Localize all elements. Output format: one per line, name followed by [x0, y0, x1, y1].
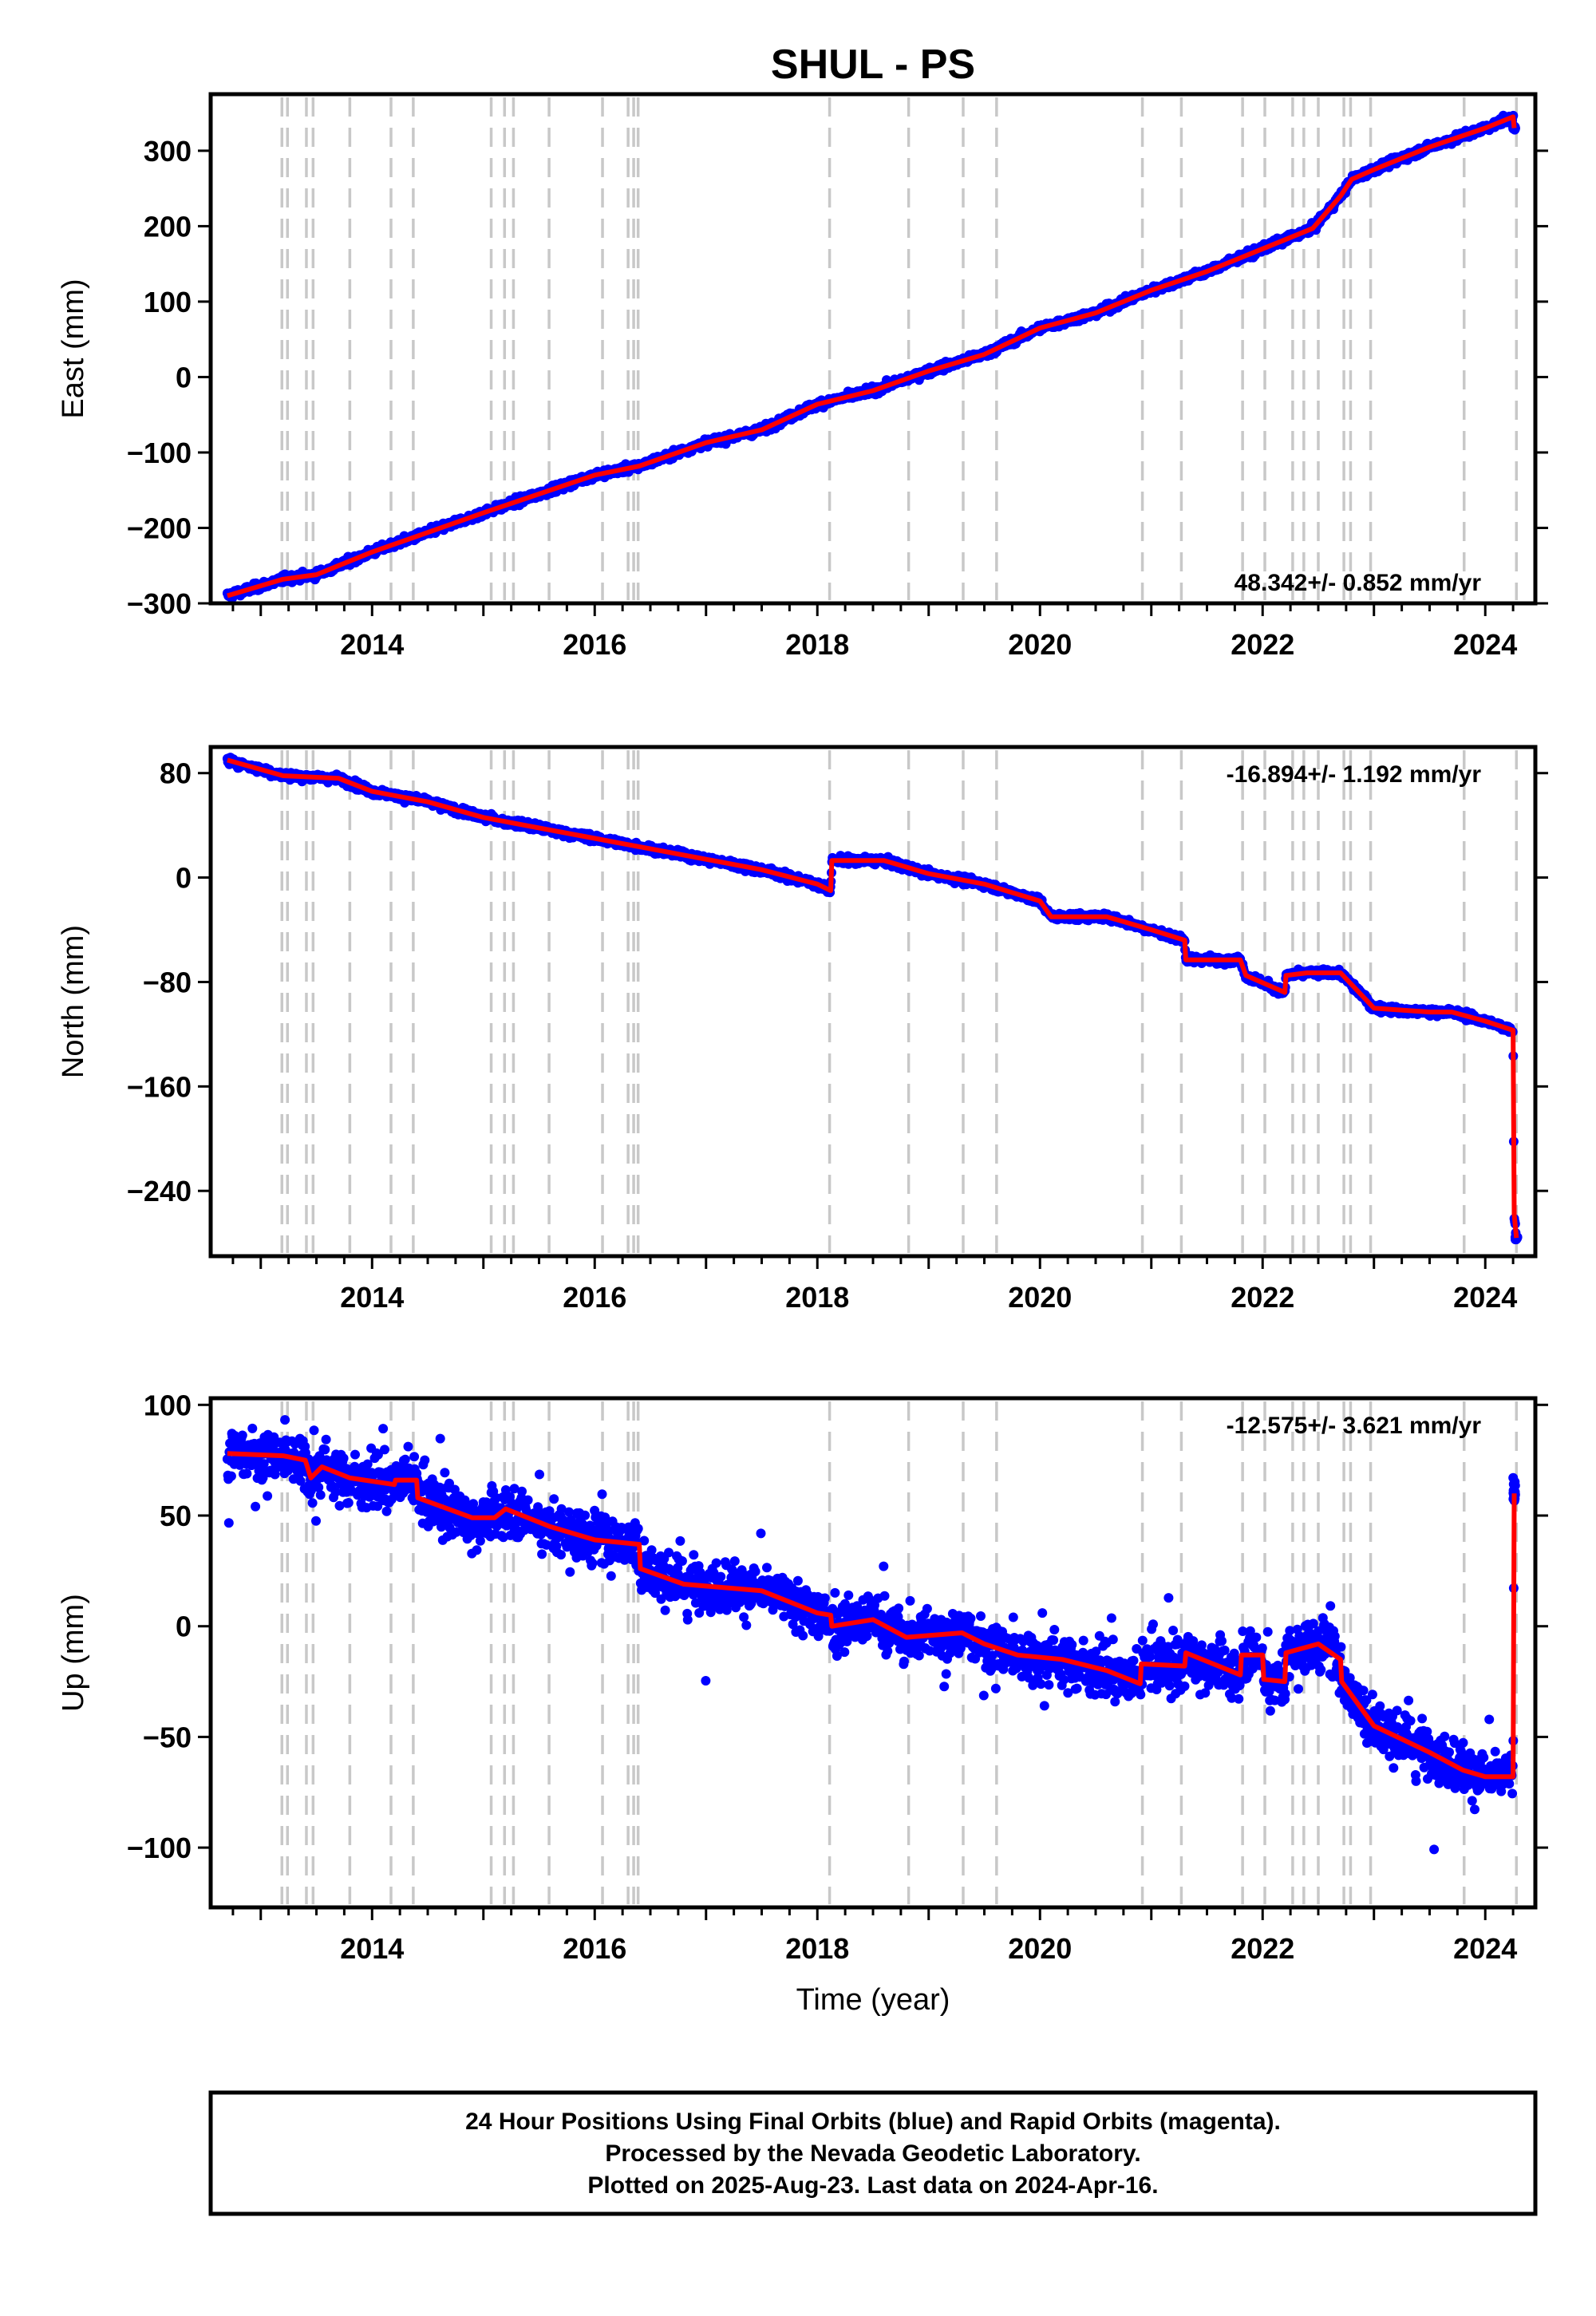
- y-axis: 300 200 100 0 −100 −200 −300: [127, 135, 1548, 620]
- y-tick-label: −100: [127, 437, 192, 469]
- y-tick-label: 300: [144, 135, 192, 168]
- data-points: [222, 753, 1523, 1245]
- y-tick-label: −200: [127, 512, 192, 544]
- y-tick-label: 100: [144, 286, 192, 318]
- y-tick-label: −300: [127, 587, 192, 620]
- chart-title: SHUL - PS: [771, 41, 975, 88]
- north-panel: 2014 2016 2018 2020 2022 2024800−80−160−240No…: [57, 745, 1548, 1314]
- y-tick-label: 200: [144, 210, 192, 243]
- x-tick-label: 2016: [563, 628, 626, 661]
- data-points: [222, 110, 1520, 603]
- x-tick-label: 2018: [785, 628, 849, 661]
- velocity-label: 48.342+/- 0.852 mm/yr: [1235, 570, 1482, 596]
- plot-frame: [208, 92, 1538, 606]
- x-tick-label: 2014: [340, 628, 404, 661]
- y-axis-label: East (mm): [57, 279, 90, 418]
- y-tick-label: 0: [176, 361, 192, 393]
- x-axis: 2014 2016 2018 2020 2022 2024: [231, 605, 1517, 661]
- x-tick-label: 2022: [1231, 628, 1294, 661]
- x-tick-label: 2020: [1008, 628, 1072, 661]
- x-tick-label: 2024: [1453, 628, 1517, 661]
- equipment-change-lines: [280, 750, 1519, 1253]
- east-panel: 2014 2016 2018 2020 2022 2024 300 200 100 0 −100 −2…: [57, 92, 1548, 661]
- model-line: [227, 114, 1517, 599]
